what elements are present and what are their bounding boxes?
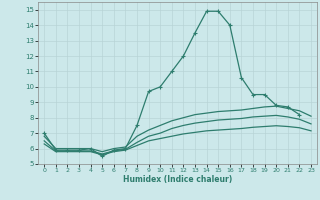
X-axis label: Humidex (Indice chaleur): Humidex (Indice chaleur) <box>123 175 232 184</box>
